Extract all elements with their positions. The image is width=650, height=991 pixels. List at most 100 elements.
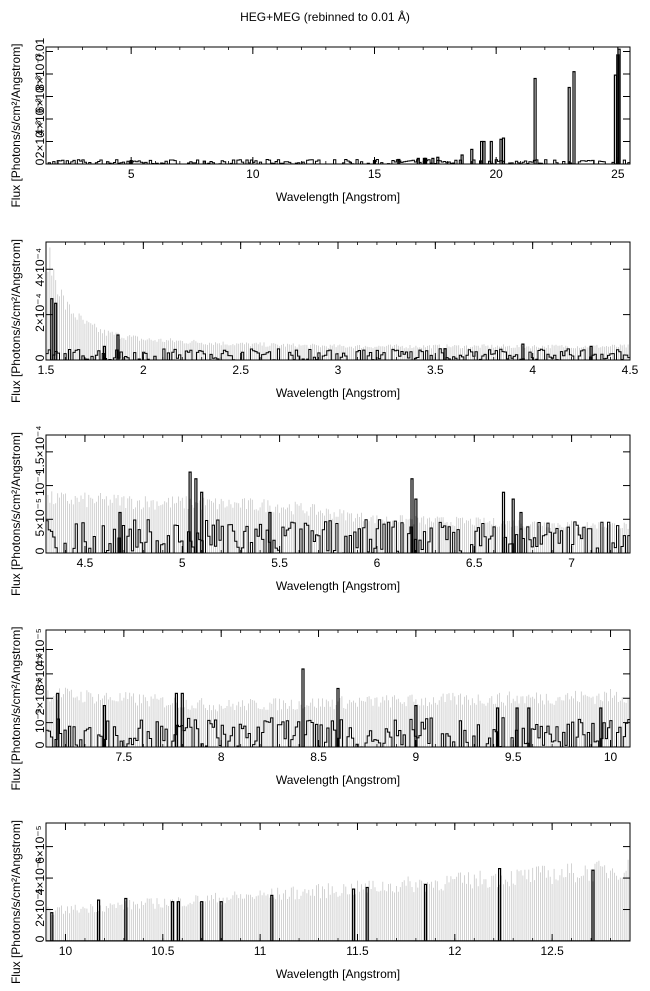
spectral-line bbox=[50, 298, 54, 360]
y-tick-label: 3×10⁻⁵ bbox=[33, 653, 47, 691]
y-tick-label: 0.01 bbox=[33, 37, 47, 61]
plot-area bbox=[46, 668, 630, 747]
spectral-line bbox=[431, 157, 435, 164]
axes-frame bbox=[45, 46, 631, 165]
x-tick-label: 9.5 bbox=[505, 750, 522, 764]
spectrum-baseline bbox=[46, 717, 630, 747]
spectral-line bbox=[188, 471, 192, 553]
x-tick-label: 4.5 bbox=[77, 556, 94, 570]
spectral-line bbox=[268, 511, 272, 553]
x-tick-label: 2.5 bbox=[232, 363, 249, 377]
spectrum-baseline bbox=[46, 159, 630, 164]
spectral-line bbox=[436, 156, 440, 164]
spectral-line bbox=[270, 894, 274, 941]
y-axis-label: Flux [Photons/s/cm²/Angstrom] bbox=[9, 432, 23, 596]
spectral-line bbox=[617, 48, 621, 164]
spectral-line bbox=[572, 71, 576, 164]
x-tick-label: 4.5 bbox=[622, 363, 639, 377]
y-tick-label: 4×10⁻³ bbox=[33, 98, 47, 135]
spectral-line bbox=[118, 511, 122, 553]
spectral-line bbox=[180, 692, 184, 747]
panel-1: 5 10 15 20 25 02×10⁻³4×10⁻³6×10⁻³8×10⁻³0.01 Wa… bbox=[9, 37, 631, 208]
y-tick-label: 6×10⁻³ bbox=[33, 76, 47, 113]
x-tick-label: 20 bbox=[489, 167, 503, 181]
x-axis-label: Wavelength [Angstrom] bbox=[276, 967, 400, 981]
x-tick-label: 4 bbox=[529, 363, 536, 377]
x-tick-label: 15 bbox=[368, 167, 382, 181]
x-tick-label: 3.5 bbox=[427, 363, 444, 377]
x-tick-label: 10.5 bbox=[151, 944, 175, 958]
spectrum-baseline bbox=[46, 519, 630, 553]
x-tick-label: 5.5 bbox=[271, 556, 288, 570]
panel-2: 1.5 2 2.5 3 3.5 4 4.5 0 2×10⁻⁴ 4×10⁻⁴ Wavelength [… bbox=[9, 239, 639, 403]
spectral-line bbox=[521, 343, 525, 360]
y-tick-label: 2×10⁻³ bbox=[33, 121, 47, 158]
x-axis-label: Wavelength [Angstrom] bbox=[276, 386, 400, 400]
spectral-line bbox=[599, 707, 603, 747]
spectral-line bbox=[414, 498, 418, 553]
spectral-line bbox=[124, 897, 128, 941]
x-tick-label: 5 bbox=[128, 167, 135, 181]
spectral-line bbox=[301, 668, 305, 747]
x-tick-label: 6 bbox=[374, 556, 381, 570]
plot-area bbox=[46, 242, 630, 360]
spectral-line bbox=[533, 77, 537, 164]
x-tick-label: 5 bbox=[179, 556, 186, 570]
spectral-line bbox=[176, 901, 180, 941]
y-tick-label: 10⁻⁴ bbox=[33, 471, 47, 496]
x-tick-label: 10 bbox=[604, 750, 618, 764]
x-tick-label: 8.5 bbox=[310, 750, 327, 764]
x-tick-label: 25 bbox=[611, 167, 625, 181]
x-tick-label: 9 bbox=[413, 750, 420, 764]
panel-3: 4.5 5 5.5 6 6.5 7 0 5×10⁻⁵ 10⁻⁴1.5×10⁻⁴ Wavelengt… bbox=[9, 426, 631, 596]
plot-area bbox=[46, 471, 630, 553]
y-tick-label: 0 bbox=[33, 741, 47, 748]
x-tick-label: 12 bbox=[448, 944, 462, 958]
spectral-line bbox=[567, 86, 571, 164]
spectral-line bbox=[200, 901, 204, 941]
y-tick-label: 8×10⁻³ bbox=[33, 53, 47, 90]
spectral-line bbox=[591, 869, 595, 941]
x-tick-label: 6.5 bbox=[466, 556, 483, 570]
x-tick-label: 7 bbox=[568, 556, 575, 570]
figure-title: HEG+MEG (rebinned to 0.01 Å) bbox=[240, 10, 410, 24]
x-tick-label: 11.5 bbox=[346, 944, 369, 958]
x-axis-label: Wavelength [Angstrom] bbox=[276, 579, 400, 593]
error-bars bbox=[46, 859, 630, 941]
spectral-line bbox=[336, 687, 340, 747]
x-axis-label: Wavelength [Angstrom] bbox=[276, 773, 400, 787]
y-axis-label: Flux [Photons/s/cm²/Angstrom] bbox=[9, 43, 23, 207]
spectral-line bbox=[527, 707, 531, 747]
spectral-line bbox=[116, 334, 120, 360]
y-axis-label: Flux [Photons/s/cm²/Angstrom] bbox=[9, 820, 23, 984]
y-tick-label: 6×10⁻⁵ bbox=[33, 825, 47, 863]
x-tick-label: 8 bbox=[218, 750, 225, 764]
spectral-line bbox=[50, 912, 54, 941]
y-tick-label: 2×10⁻⁵ bbox=[33, 888, 47, 926]
x-tick-label: 11 bbox=[254, 944, 267, 958]
x-tick-label: 10 bbox=[59, 944, 73, 958]
y-tick-label: 4×10⁻⁵ bbox=[33, 628, 47, 666]
spectral-line bbox=[511, 498, 515, 553]
plot-area bbox=[46, 48, 630, 164]
spectral-line bbox=[424, 883, 428, 941]
x-tick-label: 1.5 bbox=[38, 363, 55, 377]
y-tick-label: 4×10⁻⁵ bbox=[33, 857, 47, 895]
spectral-line bbox=[501, 137, 506, 164]
spectral-line bbox=[489, 140, 493, 164]
spectral-line bbox=[515, 707, 519, 747]
x-tick-label: 10 bbox=[246, 167, 260, 181]
y-tick-label: 0 bbox=[33, 158, 47, 165]
spectral-line bbox=[170, 901, 175, 941]
spectral-line bbox=[519, 511, 523, 553]
y-tick-label: 4×10⁻⁴ bbox=[33, 248, 47, 287]
spectral-line bbox=[443, 348, 447, 360]
y-axis-label: Flux [Photons/s/cm²/Angstrom] bbox=[9, 239, 23, 403]
spectral-line bbox=[365, 886, 369, 941]
y-tick-label: 1.5×10⁻⁴ bbox=[33, 426, 47, 475]
x-tick-label: 12.5 bbox=[540, 944, 564, 958]
panel-4: 7.5 8 8.5 9 9.5 10 0 10⁻⁵2×10⁻⁵3×10⁻⁵4×10⁻⁵ Wave… bbox=[9, 626, 631, 791]
y-tick-label: 0 bbox=[33, 354, 47, 361]
